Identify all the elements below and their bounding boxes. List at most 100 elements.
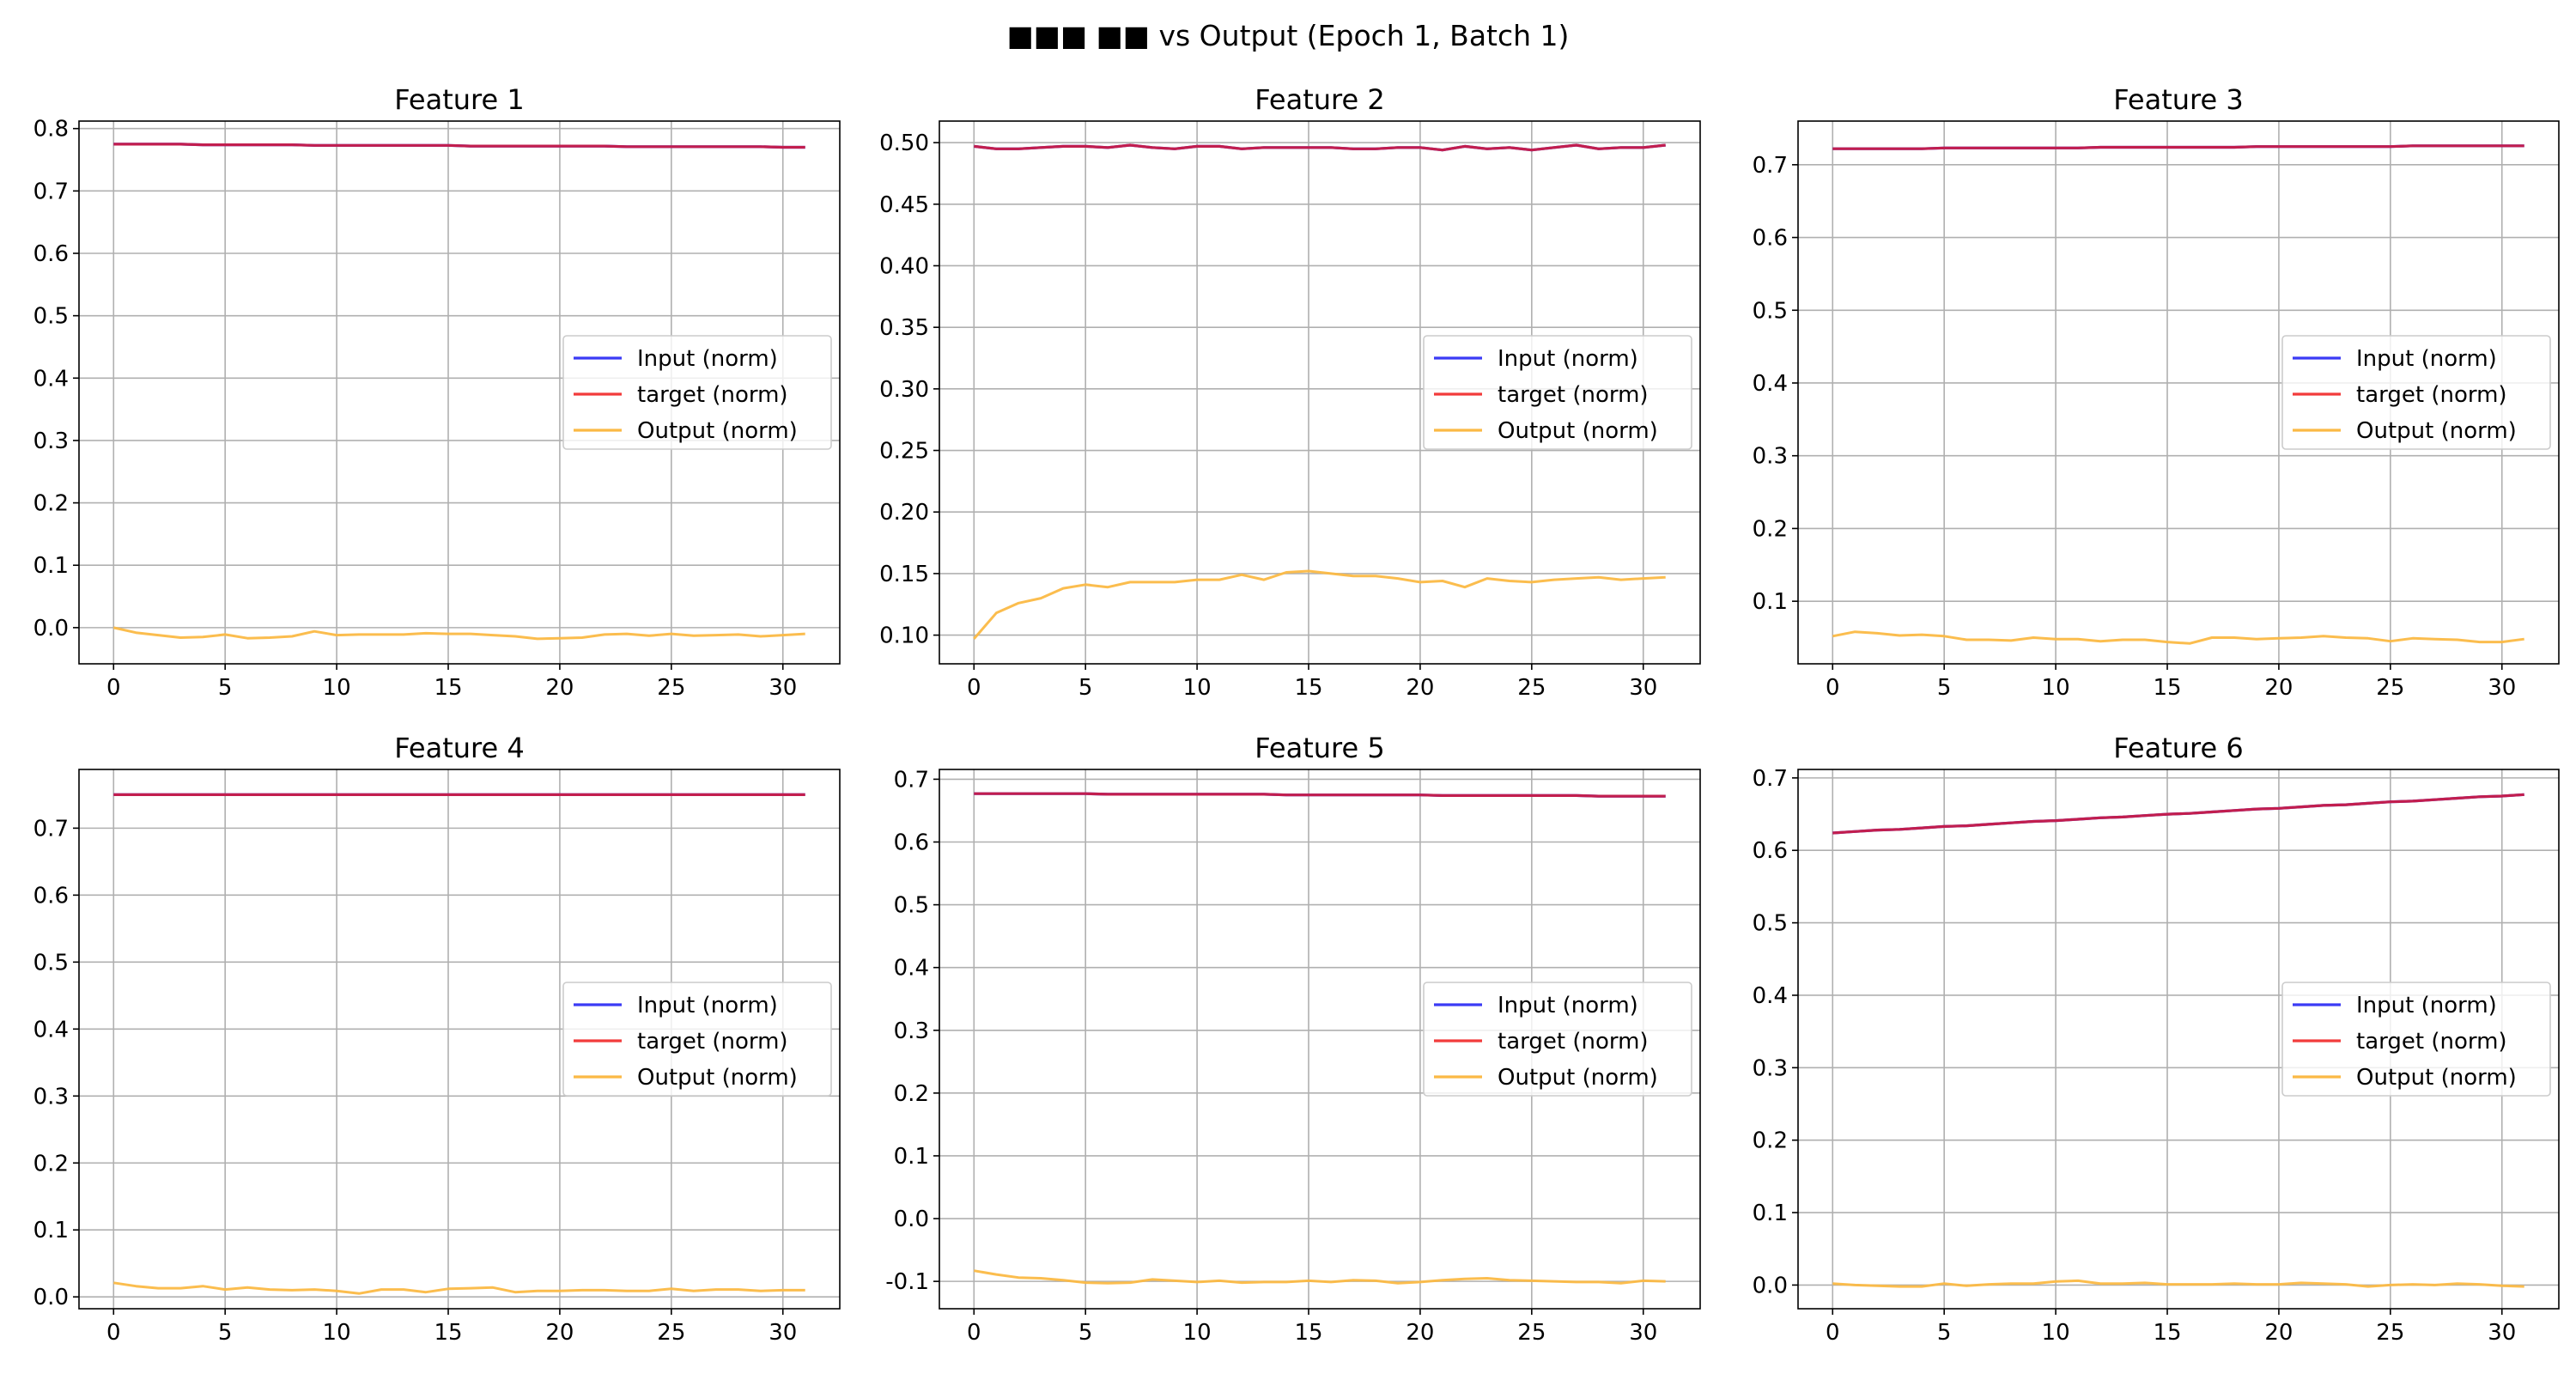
x-tick-label: 30 — [1629, 675, 1657, 701]
series-line-target — [974, 143, 1666, 152]
axes-frame — [1797, 120, 2560, 665]
y-tick-label: 0.2 — [33, 491, 69, 517]
subplot-title: Feature 5 — [1255, 732, 1384, 764]
axes-frame — [939, 120, 1701, 665]
legend-box — [2281, 335, 2551, 450]
y-tick-label: 0.2 — [1753, 516, 1788, 542]
y-tick-label: 0.25 — [879, 439, 929, 465]
y-tick-label: 0.7 — [33, 816, 69, 842]
x-tick-label: 15 — [434, 1320, 462, 1346]
legend-label-output: Output (norm) — [637, 1065, 798, 1091]
x-tick-label: 0 — [106, 675, 121, 701]
subplot-feature-4: Feature 4 0 5 10 15 20 25 30 0.0 0.1 0.2 0.3 0.4 0.5 0… — [33, 732, 841, 1346]
legend: Input (norm) target (norm) Output (norm) — [2281, 982, 2551, 1097]
legend-box — [562, 335, 832, 450]
legend-label-input: Input (norm) — [2356, 993, 2497, 1018]
y-tick-label: 0.1 — [1753, 589, 1788, 615]
y-tick-label: 0.2 — [33, 1151, 69, 1176]
legend-box — [1423, 982, 1692, 1097]
legend-label-input: Input (norm) — [1498, 993, 1638, 1018]
y-tick-label: 0.4 — [33, 366, 69, 392]
y-tick-label: 0.0 — [894, 1207, 929, 1232]
x-tick-label: 0 — [106, 1320, 121, 1346]
legend-label-target: target (norm) — [637, 382, 788, 408]
y-tick-label: 0.4 — [1753, 371, 1788, 397]
x-tick-label: 10 — [1183, 1320, 1212, 1346]
legend-label-input: Input (norm) — [1498, 346, 1638, 372]
y-tick-label: 0.4 — [894, 956, 929, 982]
y-tick-label: 0.3 — [1753, 444, 1788, 470]
y-tick-label: 0.7 — [894, 767, 929, 793]
y-tick-label: 0.5 — [33, 304, 69, 330]
y-tick-label: 0.15 — [879, 562, 929, 587]
legend-box — [1423, 335, 1692, 450]
y-tick-label: 0.5 — [1753, 298, 1788, 324]
x-tick-label: 10 — [2042, 1320, 2070, 1346]
subplot-title: Feature 3 — [2113, 83, 2243, 116]
legend-label-input: Input (norm) — [2356, 346, 2497, 372]
legend-label-target: target (norm) — [1498, 382, 1649, 408]
legend-label-output: Output (norm) — [2356, 418, 2517, 444]
axes-frame — [78, 120, 841, 665]
y-tick-label: 0.1 — [33, 1218, 69, 1243]
x-tick-label: 20 — [1406, 1320, 1434, 1346]
x-tick-label: 30 — [769, 675, 797, 701]
x-tick-label: 15 — [2153, 1320, 2181, 1346]
y-tick-label: 0.5 — [1753, 911, 1788, 937]
legend-label-input: Input (norm) — [637, 993, 778, 1018]
x-tick-label: 20 — [2264, 675, 2293, 701]
axes-frame — [1797, 769, 2560, 1310]
y-tick-label: 0.7 — [1753, 766, 1788, 792]
x-tick-label: 5 — [1937, 675, 1952, 701]
x-tick-label: 30 — [2488, 675, 2516, 701]
y-tick-label: 0.6 — [1753, 226, 1788, 252]
x-tick-label: 15 — [434, 675, 462, 701]
x-tick-label: 30 — [2488, 1320, 2516, 1346]
legend: Input (norm) target (norm) Output (norm) — [562, 982, 832, 1097]
x-tick-label: 5 — [1078, 675, 1093, 701]
legend-label-input: Input (norm) — [637, 346, 778, 372]
x-tick-label: 30 — [769, 1320, 797, 1346]
series-line-target — [1832, 144, 2524, 150]
subplot-feature-2: Feature 2 0 5 10 15 20 25 30 0.10 0.15 0.20 0.25 0.3… — [879, 83, 1701, 701]
legend: Input (norm) target (norm) Output (norm) — [562, 335, 832, 450]
subplot-feature-1: Feature 1 0 5 10 15 20 25 30 0.0 0.1 0.2 0.3 0.4 0.5 0… — [33, 83, 841, 701]
subplot-feature-3: Feature 3 0 5 10 15 20 25 30 0.1 0.2 0.3 0.4 0.5 0.6 0… — [1753, 83, 2560, 701]
subplot-title: Feature 1 — [394, 83, 524, 116]
x-tick-label: 25 — [657, 1320, 685, 1346]
series-line-target — [974, 792, 1666, 798]
series-line-output — [1832, 630, 2524, 645]
y-tick-label: 0.5 — [33, 950, 69, 976]
y-tick-label: 0.6 — [33, 883, 69, 909]
y-tick-label: 0.4 — [33, 1017, 69, 1043]
x-tick-label: 5 — [218, 1320, 233, 1346]
x-tick-label: 25 — [2376, 675, 2404, 701]
legend-label-target: target (norm) — [2356, 382, 2507, 408]
subplot-feature-5: Feature 5 0 5 10 15 20 25 30 -0.1 0.0 0.1 0.2 0.3 0.4… — [885, 732, 1701, 1346]
x-tick-label: 5 — [1937, 1320, 1952, 1346]
series-line-output — [112, 626, 805, 641]
x-tick-label: 10 — [323, 1320, 351, 1346]
legend-box — [2281, 982, 2551, 1097]
subplot-title: Feature 6 — [2113, 732, 2243, 764]
subplot-title: Feature 4 — [394, 732, 524, 764]
x-tick-label: 10 — [2042, 675, 2070, 701]
x-tick-label: 10 — [1183, 675, 1212, 701]
y-tick-label: 0.2 — [1753, 1128, 1788, 1154]
x-tick-label: 25 — [657, 675, 685, 701]
y-tick-label: -0.1 — [885, 1269, 929, 1295]
series-line-output — [113, 1281, 805, 1295]
x-tick-label: 20 — [545, 675, 574, 701]
x-tick-label: 10 — [323, 675, 351, 701]
legend-label-output: Output (norm) — [1498, 418, 1658, 444]
legend-label-target: target (norm) — [1498, 1029, 1649, 1055]
legend: Input (norm) target (norm) Output (norm) — [1423, 335, 1692, 450]
y-tick-label: 0.1 — [894, 1144, 929, 1170]
y-tick-label: 0.5 — [894, 893, 929, 919]
subplot-title: Feature 2 — [1255, 83, 1384, 116]
y-tick-label: 0.50 — [879, 131, 929, 156]
axes-frame — [78, 769, 841, 1310]
x-tick-label: 0 — [1826, 675, 1840, 701]
y-tick-label: 0.3 — [33, 429, 69, 454]
